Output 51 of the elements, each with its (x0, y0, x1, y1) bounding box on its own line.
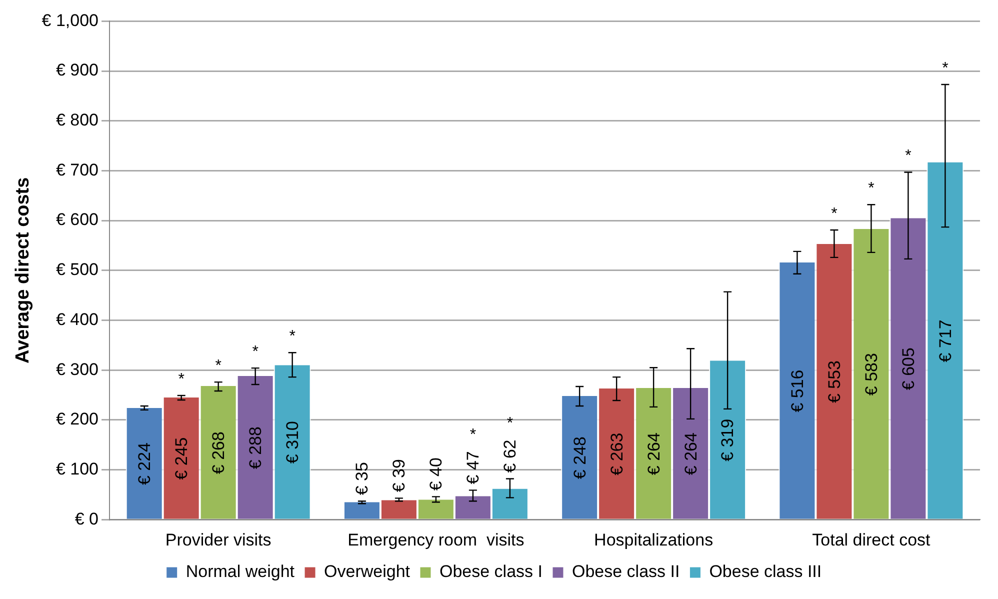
data-label: € 583 (862, 353, 881, 396)
x-tick-label: Provider visits (165, 530, 272, 550)
data-label: € 268 (209, 432, 228, 474)
y-tick-label: € 300 (56, 360, 99, 379)
x-tick-label: Hospitalizations (594, 530, 714, 550)
annotation: * (942, 60, 948, 77)
y-tick-label: € 400 (56, 310, 99, 329)
x-tick-label: Emergency room visits (348, 530, 524, 550)
data-label: € 47 (464, 451, 483, 484)
data-label: € 263 (607, 432, 626, 476)
data-label: € 264 (681, 432, 700, 476)
y-tick-label: € 600 (56, 210, 99, 230)
legend-label: Normal weight (186, 562, 295, 582)
legend-label: Obese class III (709, 562, 822, 582)
data-label: € 40 (426, 458, 446, 491)
annotation: * (215, 357, 222, 374)
annotation: * (178, 370, 184, 388)
legend-label: Obese class I (440, 562, 542, 582)
annotation: * (868, 180, 874, 198)
data-label: € 553 (824, 360, 844, 404)
y-tick-label: € 800 (56, 110, 99, 130)
y-tick-label: € 100 (56, 459, 99, 478)
y-tick-label: € 900 (56, 60, 99, 80)
annotation: * (470, 426, 476, 444)
data-label: € 516 (788, 370, 807, 412)
data-label: € 605 (898, 348, 918, 390)
annotation: * (289, 328, 296, 346)
legend-label: Overweight (324, 562, 410, 582)
y-tick-label: € 500 (56, 260, 99, 280)
data-label: € 39 (390, 459, 409, 492)
y-tick-label: € 1,000 (42, 10, 99, 30)
data-label: € 288 (246, 426, 266, 470)
data-label: € 310 (283, 421, 302, 464)
y-tick-label: € 700 (56, 160, 99, 180)
data-label: € 319 (718, 418, 738, 462)
data-label: € 62 (500, 440, 520, 473)
annotation: * (905, 148, 912, 165)
data-label: € 248 (570, 436, 590, 480)
legend-label: Obese class II (572, 562, 680, 582)
y-axis-title: Average direct costs (12, 177, 34, 364)
annotation: * (252, 343, 258, 360)
data-label: € 35 (352, 462, 372, 496)
x-tick-label: Total direct cost (812, 530, 931, 550)
annotation: * (831, 205, 838, 222)
y-tick-label: € 200 (56, 410, 99, 429)
data-label: € 264 (644, 432, 664, 476)
data-label: € 224 (135, 442, 154, 486)
data-label: € 245 (172, 437, 192, 480)
y-tick-label: € 0 (74, 509, 99, 528)
data-label: € 717 (936, 320, 955, 362)
annotation: * (506, 415, 514, 432)
